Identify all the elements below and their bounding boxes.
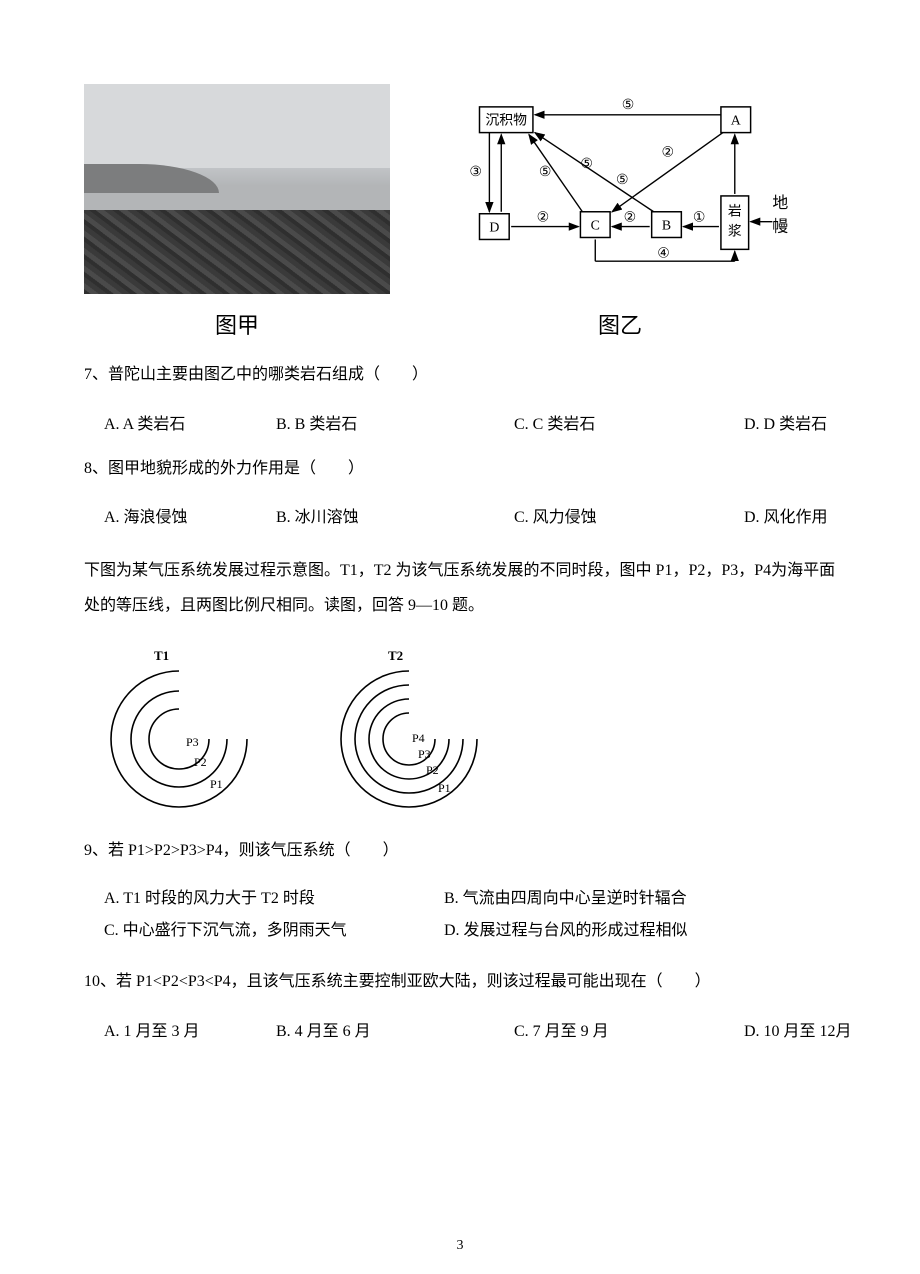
edge-2-dc: ② <box>537 210 549 225</box>
label-yi: 图乙 <box>432 308 808 340</box>
t1-p2: P2 <box>194 755 207 769</box>
q9-opt-c: C. 中心盛行下沉气流，多阴雨天气 <box>84 915 444 947</box>
edge-5-d: ⑤ <box>539 164 551 179</box>
q8-options: A. 海浪侵蚀 B. 冰川溶蚀 C. 风力侵蚀 D. 风化作用 <box>84 503 836 527</box>
photo-sky <box>84 84 390 168</box>
photo-land <box>84 164 219 193</box>
t2-p2: P2 <box>426 763 439 777</box>
diagram-t1: T1 P3 P2 P1 <box>94 646 264 816</box>
q7-options: A. A 类岩石 B. B 类岩石 C. C 类岩石 D. D 类岩石 <box>84 410 836 434</box>
edge-1: ① <box>693 210 705 225</box>
q10-text: 10、若 P1<P2<P3<P4，且该气压系统主要控制亚欧大陆，则该过程最可能出… <box>84 969 836 995</box>
q10-opt-c: C. 7 月至 9 月 <box>514 1017 744 1041</box>
node-mantle-1: 地 <box>772 194 788 212</box>
q10-opt-d: D. 10 月至 12月 <box>744 1017 852 1041</box>
t1-p1: P1 <box>210 777 223 791</box>
q9-text: 9、若 P1>P2>P3>P4，则该气压系统（ ） <box>84 838 836 864</box>
q10-opt-b: B. 4 月至 6 月 <box>276 1017 514 1041</box>
node-d: D <box>489 220 499 235</box>
q9-opt-d: D. 发展过程与台风的形成过程相似 <box>444 915 688 947</box>
rock-cycle-svg: 沉积物 A D C B 岩 浆 地 幔 ⑤ ③ ⑤ <box>432 84 808 294</box>
q7-opt-b: B. B 类岩石 <box>276 410 514 434</box>
page-number: 3 <box>0 1238 920 1254</box>
q9-opt-a: A. T1 时段的风力大于 T2 时段 <box>84 883 444 915</box>
node-b: B <box>662 218 671 233</box>
node-c: C <box>591 218 600 233</box>
edge-5-c: ⑤ <box>580 156 592 171</box>
t2-p1: P1 <box>438 781 451 795</box>
t1-label: T1 <box>154 648 169 663</box>
t2-p3: P3 <box>418 747 431 761</box>
q9-opt-b: B. 气流由四周向中心呈逆时针辐合 <box>444 883 687 915</box>
q8-opt-c: C. 风力侵蚀 <box>514 503 744 527</box>
intro-9-10: 下图为某气压系统发展过程示意图。T1，T2 为该气压系统发展的不同时段，图中 P… <box>84 553 836 623</box>
q8-opt-b: B. 冰川溶蚀 <box>276 503 514 527</box>
figure-jia-photo <box>84 84 390 294</box>
q8-opt-d: D. 风化作用 <box>744 503 828 527</box>
q8-opt-a: A. 海浪侵蚀 <box>84 503 276 527</box>
q7-opt-a: A. A 类岩石 <box>84 410 276 434</box>
figure-labels: 图甲 图乙 <box>84 308 836 340</box>
q7-text: 7、普陀山主要由图乙中的哪类岩石组成（ ） <box>84 362 836 388</box>
node-magma-2: 浆 <box>728 224 742 239</box>
node-sediment: 沉积物 <box>485 113 527 128</box>
edge-5-top: ⑤ <box>622 97 634 112</box>
edge-2-bc: ② <box>624 210 636 225</box>
node-a: A <box>731 113 741 128</box>
figures-row: 沉积物 A D C B 岩 浆 地 幔 ⑤ ③ ⑤ <box>84 84 836 294</box>
edge-5-b: ⑤ <box>616 172 628 187</box>
edge-3: ③ <box>469 164 481 179</box>
node-magma-1: 岩 <box>728 204 742 219</box>
photo-rocks <box>84 210 390 294</box>
node-mantle-2: 幔 <box>772 218 788 236</box>
label-jia: 图甲 <box>84 308 390 340</box>
q7-opt-d: D. D 类岩石 <box>744 410 827 434</box>
edge-2-ac: ② <box>662 144 674 159</box>
t1-p3: P3 <box>186 735 199 749</box>
q9-options: A. T1 时段的风力大于 T2 时段 B. 气流由四周向中心呈逆时针辐合 C.… <box>84 883 836 947</box>
q8-text: 8、图甲地貌形成的外力作用是（ ） <box>84 456 836 482</box>
pressure-diagrams: T1 P3 P2 P1 T2 P4 P3 P2 P1 <box>94 646 836 816</box>
edge-4: ④ <box>657 245 669 260</box>
q10-options: A. 1 月至 3 月 B. 4 月至 6 月 C. 7 月至 9 月 D. 1… <box>84 1017 836 1041</box>
q10-opt-a: A. 1 月至 3 月 <box>84 1017 276 1041</box>
t2-label: T2 <box>388 648 403 663</box>
diagram-t2: T2 P4 P3 P2 P1 <box>324 646 494 816</box>
t2-p4: P4 <box>412 731 425 745</box>
q7-opt-c: C. C 类岩石 <box>514 410 744 434</box>
figure-yi-diagram: 沉积物 A D C B 岩 浆 地 幔 ⑤ ③ ⑤ <box>432 84 808 294</box>
